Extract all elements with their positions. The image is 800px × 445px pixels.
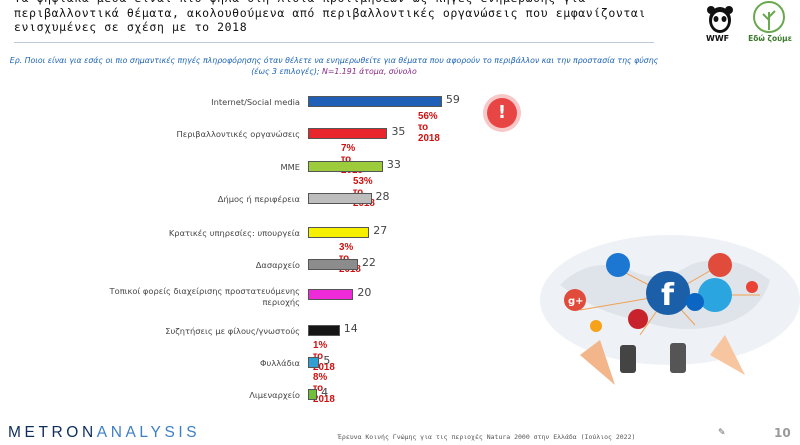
edo-zoume-logo-icon [753,1,785,33]
value-label: 59 [445,93,460,106]
headline: Τα ψηφιακά μέσα είναι πιο ψηλά στη λίστα… [14,0,646,34]
wwf-panda-logo-icon [707,6,733,33]
bar [308,193,372,204]
category-label: ΜΜΕ [280,162,300,172]
social-media-world-map-illustration: f g+ [540,235,800,385]
header: Τα ψηφιακά μέσα είναι πιο ψηλά στη λίστα… [0,0,700,43]
alert-icon: ! [487,98,517,128]
bar [308,128,388,139]
logo-mark-icon: ✎ [718,428,726,438]
sample-base: N=1.191 άτομα, σύνολο [321,67,417,76]
bar [308,289,354,300]
value-label: 28 [375,190,390,203]
category-label: Τοπικοί φορείς διαχείρισης προστατευόμεν… [109,286,300,307]
bar [308,357,320,368]
brand-main: METRON [8,424,97,441]
page-number: 10 [774,426,791,440]
bar [308,325,340,336]
change-vs-2018-label: 56% το 2018 [418,111,440,144]
category-label: Δήμος ή περιφέρεια [217,194,300,204]
value-label: 33 [386,158,401,171]
value-label: 27 [373,224,388,237]
wwf-logo-text: WWF [706,34,730,43]
category-label: Φυλλάδια [260,358,300,368]
value-label: 35 [391,125,406,138]
value-label: 5 [323,354,331,367]
value-label: 14 [343,322,358,335]
value-label: 20 [357,286,372,299]
bar [308,161,383,172]
edo-zoume-logo-text: Εδώ ζούμε [748,34,792,43]
survey-question: Ερ. Ποιοι είναι για εσάς οι πιο σημαντικ… [4,55,664,77]
header-divider [14,42,654,43]
category-label: Συζητήσεις με φίλους/γνωστούς [165,326,300,336]
value-label: 4 [321,386,329,399]
svg-text:f: f [661,278,675,313]
footer-note: Έρευνα Κοινής Γνώμης για τις περιοχές Na… [338,433,636,441]
bar [308,259,358,270]
metron-analysis-logo: METRONANALYSIS [8,424,200,442]
svg-text:g+: g+ [568,296,584,307]
value-label: 22 [361,256,376,269]
change-vs-2018-label: 8% το 2018 [313,372,335,405]
bar [308,227,370,238]
question-text: Ερ. Ποιοι είναι για εσάς οι πιο σημαντικ… [9,56,659,76]
change-vs-2018-label: 1% το 2018 [313,340,335,373]
category-label: Κρατικές υπηρεσίες: υπουργεία [168,228,300,238]
category-label: Δασαρχείο [255,260,300,270]
category-label: Περιβαλλοντικές οργανώσεις [176,129,300,139]
category-label: Λιμεναρχείο [249,390,300,400]
bar [308,96,442,107]
brand-light: ANALYSIS [96,424,201,441]
bar [308,389,318,400]
category-label: Internet/Social media [211,97,300,107]
